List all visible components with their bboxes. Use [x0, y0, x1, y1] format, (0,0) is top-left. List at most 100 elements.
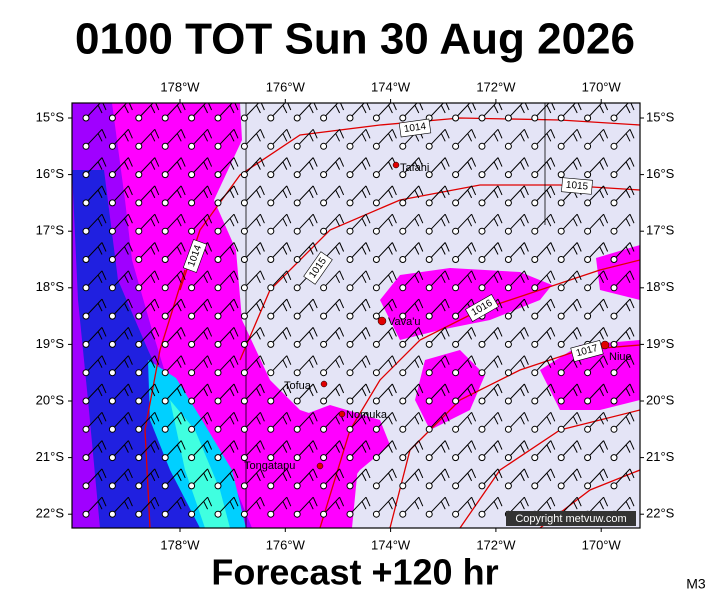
barb-station [82, 454, 90, 462]
barb-station [82, 482, 90, 490]
wind-barb [267, 128, 292, 150]
wind-barb [610, 213, 635, 235]
wind-barb [161, 298, 186, 320]
wind-barb [82, 298, 107, 320]
barb-staff [481, 468, 503, 487]
place-label: Nomuka [346, 409, 388, 421]
barb-staff [455, 383, 477, 402]
wind-barb [240, 128, 265, 150]
barb-staff [85, 496, 107, 515]
barb-station [240, 340, 248, 348]
barb-staff [85, 298, 107, 317]
barb-station [531, 284, 539, 292]
barb-staff [587, 440, 609, 458]
barb-station [267, 340, 275, 348]
wind-barb [214, 270, 239, 292]
wind-barb [584, 440, 609, 462]
wind-barb [452, 213, 477, 235]
wind-barb [135, 157, 160, 179]
barb-staff [508, 103, 529, 119]
barb-station [188, 369, 196, 377]
barb-station [240, 171, 248, 179]
wind-barb [161, 468, 186, 490]
wind-barb [372, 103, 397, 122]
barb-station [108, 256, 116, 263]
wind-barb [82, 468, 107, 490]
barb-station [399, 199, 407, 207]
barb-station [531, 256, 539, 263]
barb-station [161, 142, 169, 150]
wind-barb [214, 440, 239, 462]
lon-label: 176°W [266, 537, 306, 552]
wind-barb [188, 157, 213, 179]
barb-staff [323, 128, 345, 147]
barb-station [240, 510, 248, 518]
barb-station [161, 171, 169, 179]
barb-staff [508, 270, 529, 289]
wind-barb [82, 355, 107, 377]
barb-staff [191, 355, 213, 374]
barb-staff [455, 103, 477, 119]
barb-staff [244, 242, 265, 260]
barb-staff [376, 103, 397, 119]
barb-station [399, 369, 407, 377]
barb-staff [428, 242, 450, 260]
island [338, 410, 346, 418]
wind-barb [82, 440, 107, 462]
barb-staff [244, 355, 265, 374]
barb-staff [613, 411, 635, 430]
barb-staff [323, 270, 345, 289]
barb-staff [402, 327, 424, 345]
wind-barb [584, 355, 609, 377]
wind-barb [293, 128, 318, 150]
barb-station [452, 227, 460, 235]
barb-station [584, 227, 592, 235]
barb-station [584, 454, 592, 462]
wind-field [415, 350, 485, 430]
barb-staff [455, 411, 477, 430]
barb-station [320, 397, 328, 405]
wind-barb [478, 327, 503, 348]
barb-staff [270, 355, 292, 374]
barb-staff [217, 157, 239, 175]
barb-station [610, 199, 618, 207]
barb-station [320, 340, 328, 348]
wind-barb [82, 327, 107, 348]
barb-staff [560, 270, 582, 289]
barb-station [267, 171, 275, 179]
barb-staff [191, 128, 213, 147]
barb-staff [138, 242, 160, 260]
wind-barb [214, 327, 239, 348]
wind-barb [425, 242, 450, 263]
barb-staff [296, 327, 318, 345]
barb-station [161, 425, 169, 433]
barb-staff [323, 440, 345, 458]
wind-barb [478, 383, 503, 405]
barb-staff [323, 213, 345, 232]
wind-barb [214, 298, 239, 320]
barb-staff [138, 327, 160, 345]
barb-station [372, 510, 380, 518]
barb-station [214, 312, 222, 320]
barb-station [346, 312, 354, 320]
barb-station [399, 256, 407, 263]
wind-barb [372, 213, 397, 235]
barb-staff [138, 496, 160, 515]
barb-station [135, 142, 143, 150]
barb-station [346, 454, 354, 462]
barb-staff [191, 440, 213, 458]
barb-station [557, 227, 565, 235]
barb-staff [587, 355, 609, 374]
lat-label: 21°S [36, 449, 65, 464]
barb-station [108, 454, 116, 462]
wind-barb [372, 496, 397, 518]
barb-staff [270, 213, 292, 232]
wind-barb [161, 327, 186, 348]
lat-label: 18°S [646, 279, 675, 294]
barb-station [214, 425, 222, 433]
barb-staff [587, 242, 609, 260]
barb-station [135, 256, 143, 263]
barb-staff [217, 411, 239, 430]
wind-barb [399, 157, 424, 179]
